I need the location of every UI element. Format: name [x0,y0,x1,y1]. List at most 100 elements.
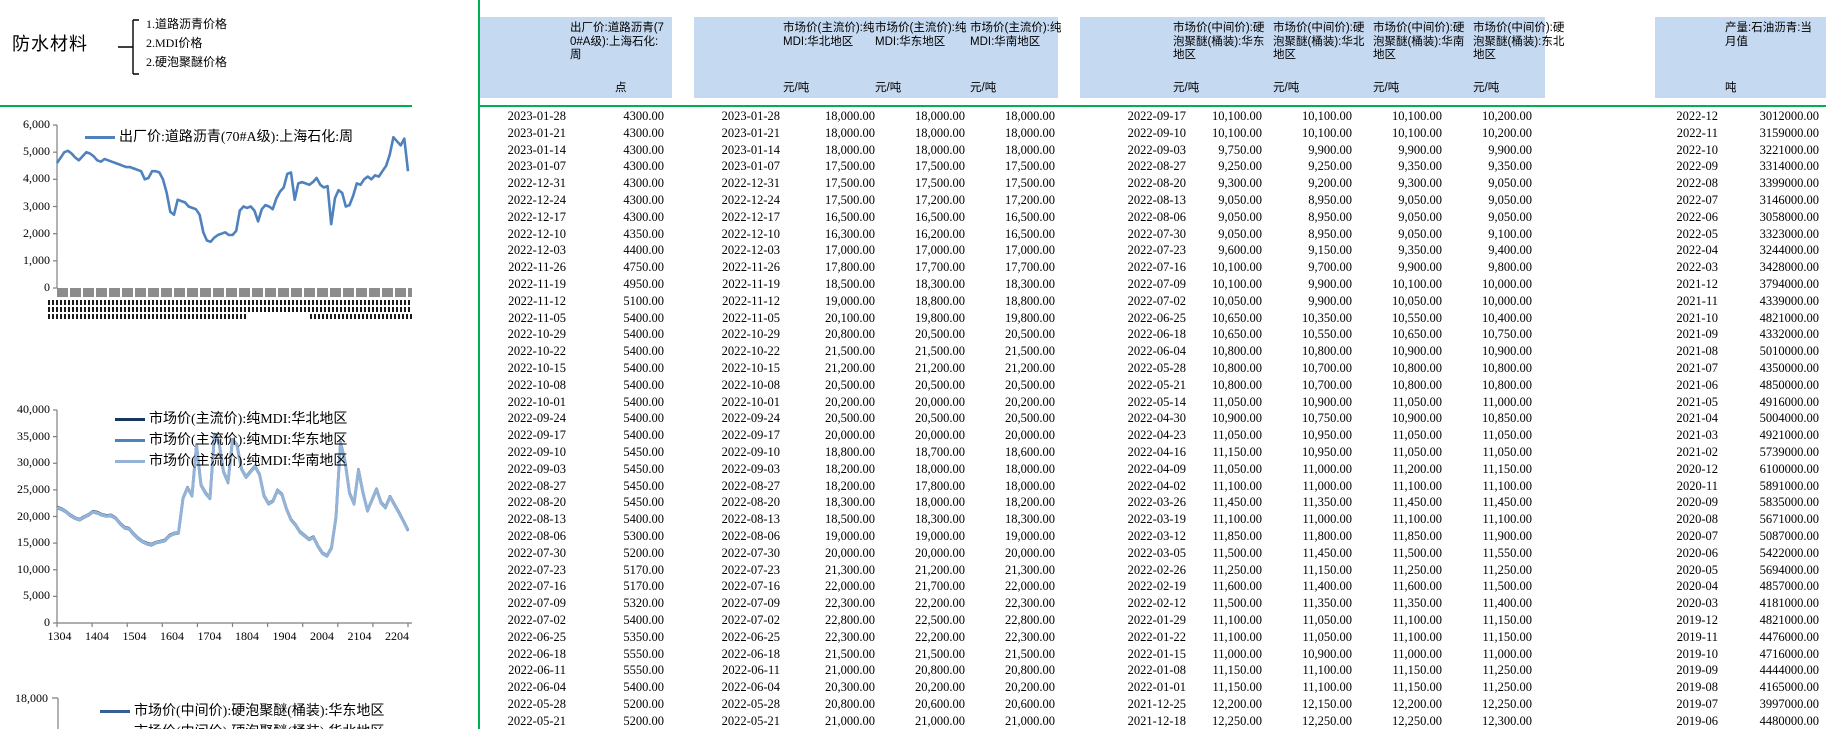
value-cell[interactable]: 18,200.00 [825,461,875,476]
date-cell[interactable]: 2022-07-09 [507,596,566,611]
value-cell[interactable]: 11,000.00 [1392,646,1442,661]
date-cell[interactable]: 2022-08-13 [721,512,780,527]
date-cell[interactable]: 2022-09 [1676,159,1718,174]
date-cell[interactable]: 2022-08-20 [507,495,566,510]
value-cell[interactable]: 11,500.00 [1212,596,1262,611]
date-cell[interactable]: 2022-08-20 [1127,176,1186,191]
date-cell[interactable]: 2022-06-04 [507,680,566,695]
value-cell[interactable]: 4165000.00 [1759,680,1819,695]
date-cell[interactable]: 2022-05-28 [721,697,780,711]
date-cell[interactable]: 2022-06-11 [722,663,780,678]
value-cell[interactable]: 17,500.00 [915,176,965,191]
date-cell[interactable]: 2022-08-27 [1127,159,1186,174]
value-cell[interactable]: 6100000.00 [1759,461,1819,476]
date-cell[interactable]: 2022-06-04 [721,680,780,695]
value-cell[interactable]: 11,450.00 [1392,495,1442,510]
date-cell[interactable]: 2022-07-02 [1127,293,1186,308]
date-cell[interactable]: 2022-12-31 [507,176,566,191]
value-cell[interactable]: 11,050.00 [1212,394,1262,409]
value-cell[interactable]: 19,800.00 [915,310,965,325]
date-cell[interactable]: 2022-04-23 [1127,428,1186,443]
value-cell[interactable]: 4921000.00 [1759,428,1819,443]
date-cell[interactable]: 2022-09-24 [721,411,780,426]
value-cell[interactable]: 11,000.00 [1302,512,1352,527]
value-cell[interactable]: 10,800.00 [1482,361,1532,375]
date-cell[interactable]: 2022-11-05 [722,310,780,325]
date-cell[interactable]: 2020-06 [1676,545,1718,560]
value-cell[interactable]: 4850000.00 [1759,377,1819,392]
value-cell[interactable]: 20,500.00 [825,411,875,426]
date-cell[interactable]: 2019-11 [1676,629,1718,644]
value-cell[interactable]: 11,000.00 [1212,646,1262,661]
value-cell[interactable]: 5739000.00 [1759,445,1819,459]
value-cell[interactable]: 21,000.00 [825,663,875,678]
date-cell[interactable]: 2022-10 [1676,142,1718,157]
value-cell[interactable]: 18,800.00 [915,293,965,308]
value-cell[interactable]: 19,000.00 [1005,529,1055,543]
value-cell[interactable]: 11,050.00 [1392,445,1442,459]
value-cell[interactable]: 20,800.00 [825,697,875,711]
value-cell[interactable]: 11,050.00 [1392,394,1442,409]
date-cell[interactable]: 2022-09-03 [1127,142,1186,157]
value-cell[interactable]: 4716000.00 [1759,646,1819,661]
date-cell[interactable]: 2022-12-03 [721,243,780,258]
value-cell[interactable]: 9,900.00 [1308,293,1352,308]
value-cell[interactable]: 17,800.00 [915,478,965,493]
value-cell[interactable]: 9,250.00 [1308,159,1352,174]
date-cell[interactable]: 2022-06-11 [508,663,566,678]
value-cell[interactable]: 17,200.00 [1005,193,1055,207]
value-cell[interactable]: 11,100.00 [1482,512,1532,527]
value-cell[interactable]: 11,000.00 [1482,394,1532,409]
value-cell[interactable]: 5010000.00 [1759,344,1819,359]
value-cell[interactable]: 18,000.00 [915,495,965,510]
value-cell[interactable]: 17,000.00 [825,243,875,258]
value-cell[interactable]: 11,500.00 [1212,545,1262,560]
value-cell[interactable]: 4400.00 [623,243,664,258]
value-cell[interactable]: 11,350.00 [1302,495,1352,510]
value-cell[interactable]: 21,300.00 [1005,562,1055,577]
value-cell[interactable]: 4300.00 [623,142,664,157]
date-cell[interactable]: 2022-10-22 [507,344,566,359]
value-cell[interactable]: 10,800.00 [1392,377,1442,392]
value-cell[interactable]: 20,300.00 [825,680,875,695]
value-cell[interactable]: 9,900.00 [1308,277,1352,291]
date-cell[interactable]: 2022-04-09 [1127,461,1186,476]
value-cell[interactable]: 9,600.00 [1218,243,1262,258]
value-cell[interactable]: 20,500.00 [825,377,875,392]
value-cell[interactable]: 9,350.00 [1488,159,1532,174]
value-cell[interactable]: 11,450.00 [1302,545,1352,560]
value-cell[interactable]: 11,800.00 [1302,529,1352,543]
value-cell[interactable]: 3058000.00 [1759,209,1819,224]
date-cell[interactable]: 2022-09-17 [721,428,780,443]
value-cell[interactable]: 20,000.00 [915,428,965,443]
value-cell[interactable]: 20,200.00 [1005,394,1055,409]
value-cell[interactable]: 20,800.00 [1005,663,1055,678]
value-cell[interactable]: 5550.00 [623,663,664,678]
value-cell[interactable]: 21,000.00 [915,713,965,728]
value-cell[interactable]: 22,200.00 [915,629,965,644]
value-cell[interactable]: 5400.00 [623,310,664,325]
value-cell[interactable]: 20,000.00 [825,545,875,560]
date-cell[interactable]: 2022-05-21 [721,713,780,728]
date-cell[interactable]: 2022-01-29 [1127,613,1186,627]
date-cell[interactable]: 2021-03 [1676,428,1718,443]
value-cell[interactable]: 10,550.00 [1392,310,1442,325]
date-cell[interactable]: 2022-11-05 [508,310,566,325]
value-cell[interactable]: 10,100.00 [1212,109,1262,123]
date-cell[interactable]: 2023-01-14 [721,142,780,157]
value-cell[interactable]: 11,250.00 [1482,680,1532,695]
value-cell[interactable]: 5200.00 [623,713,664,728]
value-cell[interactable]: 17,000.00 [915,243,965,258]
date-cell[interactable]: 2020-12 [1676,461,1718,476]
value-cell[interactable]: 4821000.00 [1759,310,1819,325]
table-header-asphalt-exfactory-price[interactable]: 出厂价:道路沥青(70#A级):上海石化:周点 [480,17,672,98]
value-cell[interactable]: 12,200.00 [1212,697,1262,711]
date-cell[interactable]: 2022-11-19 [508,277,566,291]
date-cell[interactable]: 2020-11 [1676,478,1718,493]
value-cell[interactable]: 10,900.00 [1482,344,1532,359]
date-cell[interactable]: 2022-10-29 [507,327,566,342]
date-cell[interactable]: 2022-08 [1676,176,1718,191]
section-title[interactable]: 防水材料 [12,34,88,54]
value-cell[interactable]: 9,900.00 [1308,142,1352,157]
date-cell[interactable]: 2023-01-28 [721,109,780,123]
